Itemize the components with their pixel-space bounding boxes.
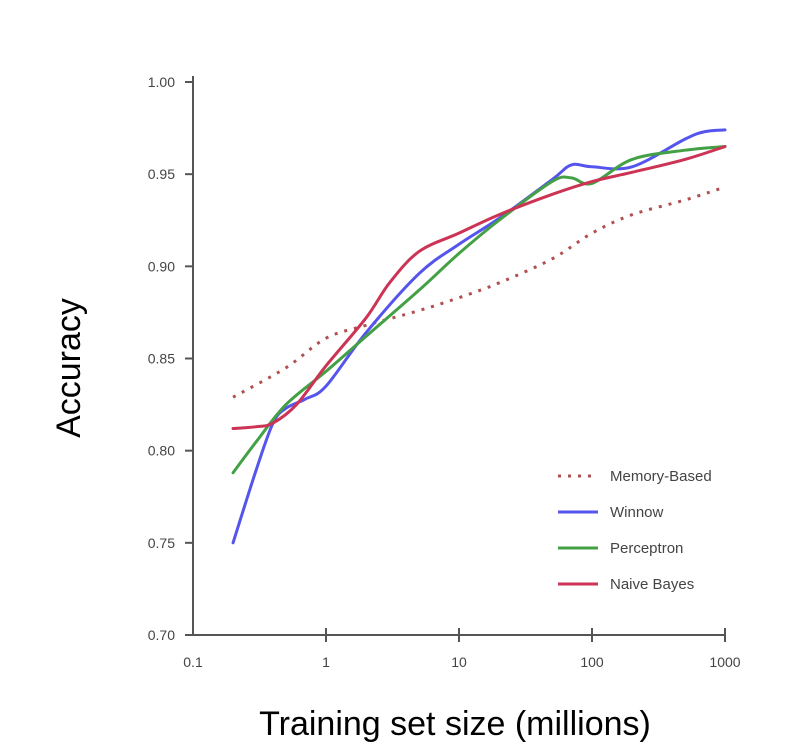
y-axis-title: Accuracy xyxy=(50,298,88,438)
axes: 0.70 0.75 0.80 0.85 0.90 0.95 1.00 0.1 1 10 100 100… xyxy=(148,74,741,670)
x-tick-label: 10 xyxy=(451,654,467,670)
y-tick-label: 0.70 xyxy=(148,627,175,643)
y-tick-label: 0.80 xyxy=(148,443,175,459)
x-tick-label: 1 xyxy=(322,654,330,670)
legend-label-winnow: Winnow xyxy=(610,504,664,521)
y-tick-label: 1.00 xyxy=(148,74,175,90)
y-tick-label: 0.85 xyxy=(148,351,175,367)
x-tick-label: 1000 xyxy=(709,654,740,670)
series-line-perceptron xyxy=(231,145,727,475)
x-tick-label: 100 xyxy=(580,654,604,670)
y-tick-label: 0.75 xyxy=(148,535,175,551)
legend-label-naive-bayes: Naive Bayes xyxy=(610,576,694,593)
legend-label-perceptron: Perceptron xyxy=(610,540,683,557)
x-axis-title: Training set size (millions) xyxy=(259,705,651,743)
series-layer xyxy=(231,128,727,545)
series-line-naive-bayes xyxy=(231,145,727,431)
legend-label-memory-based: Memory-Based xyxy=(610,468,712,485)
y-tick-label: 0.95 xyxy=(148,166,175,182)
series-line-memory-based xyxy=(232,185,726,399)
legend: Memory-Based Winnow Perceptron Naive Bayes xyxy=(558,468,712,593)
y-tick-label: 0.90 xyxy=(148,258,175,274)
x-tick-label: 0.1 xyxy=(183,654,203,670)
